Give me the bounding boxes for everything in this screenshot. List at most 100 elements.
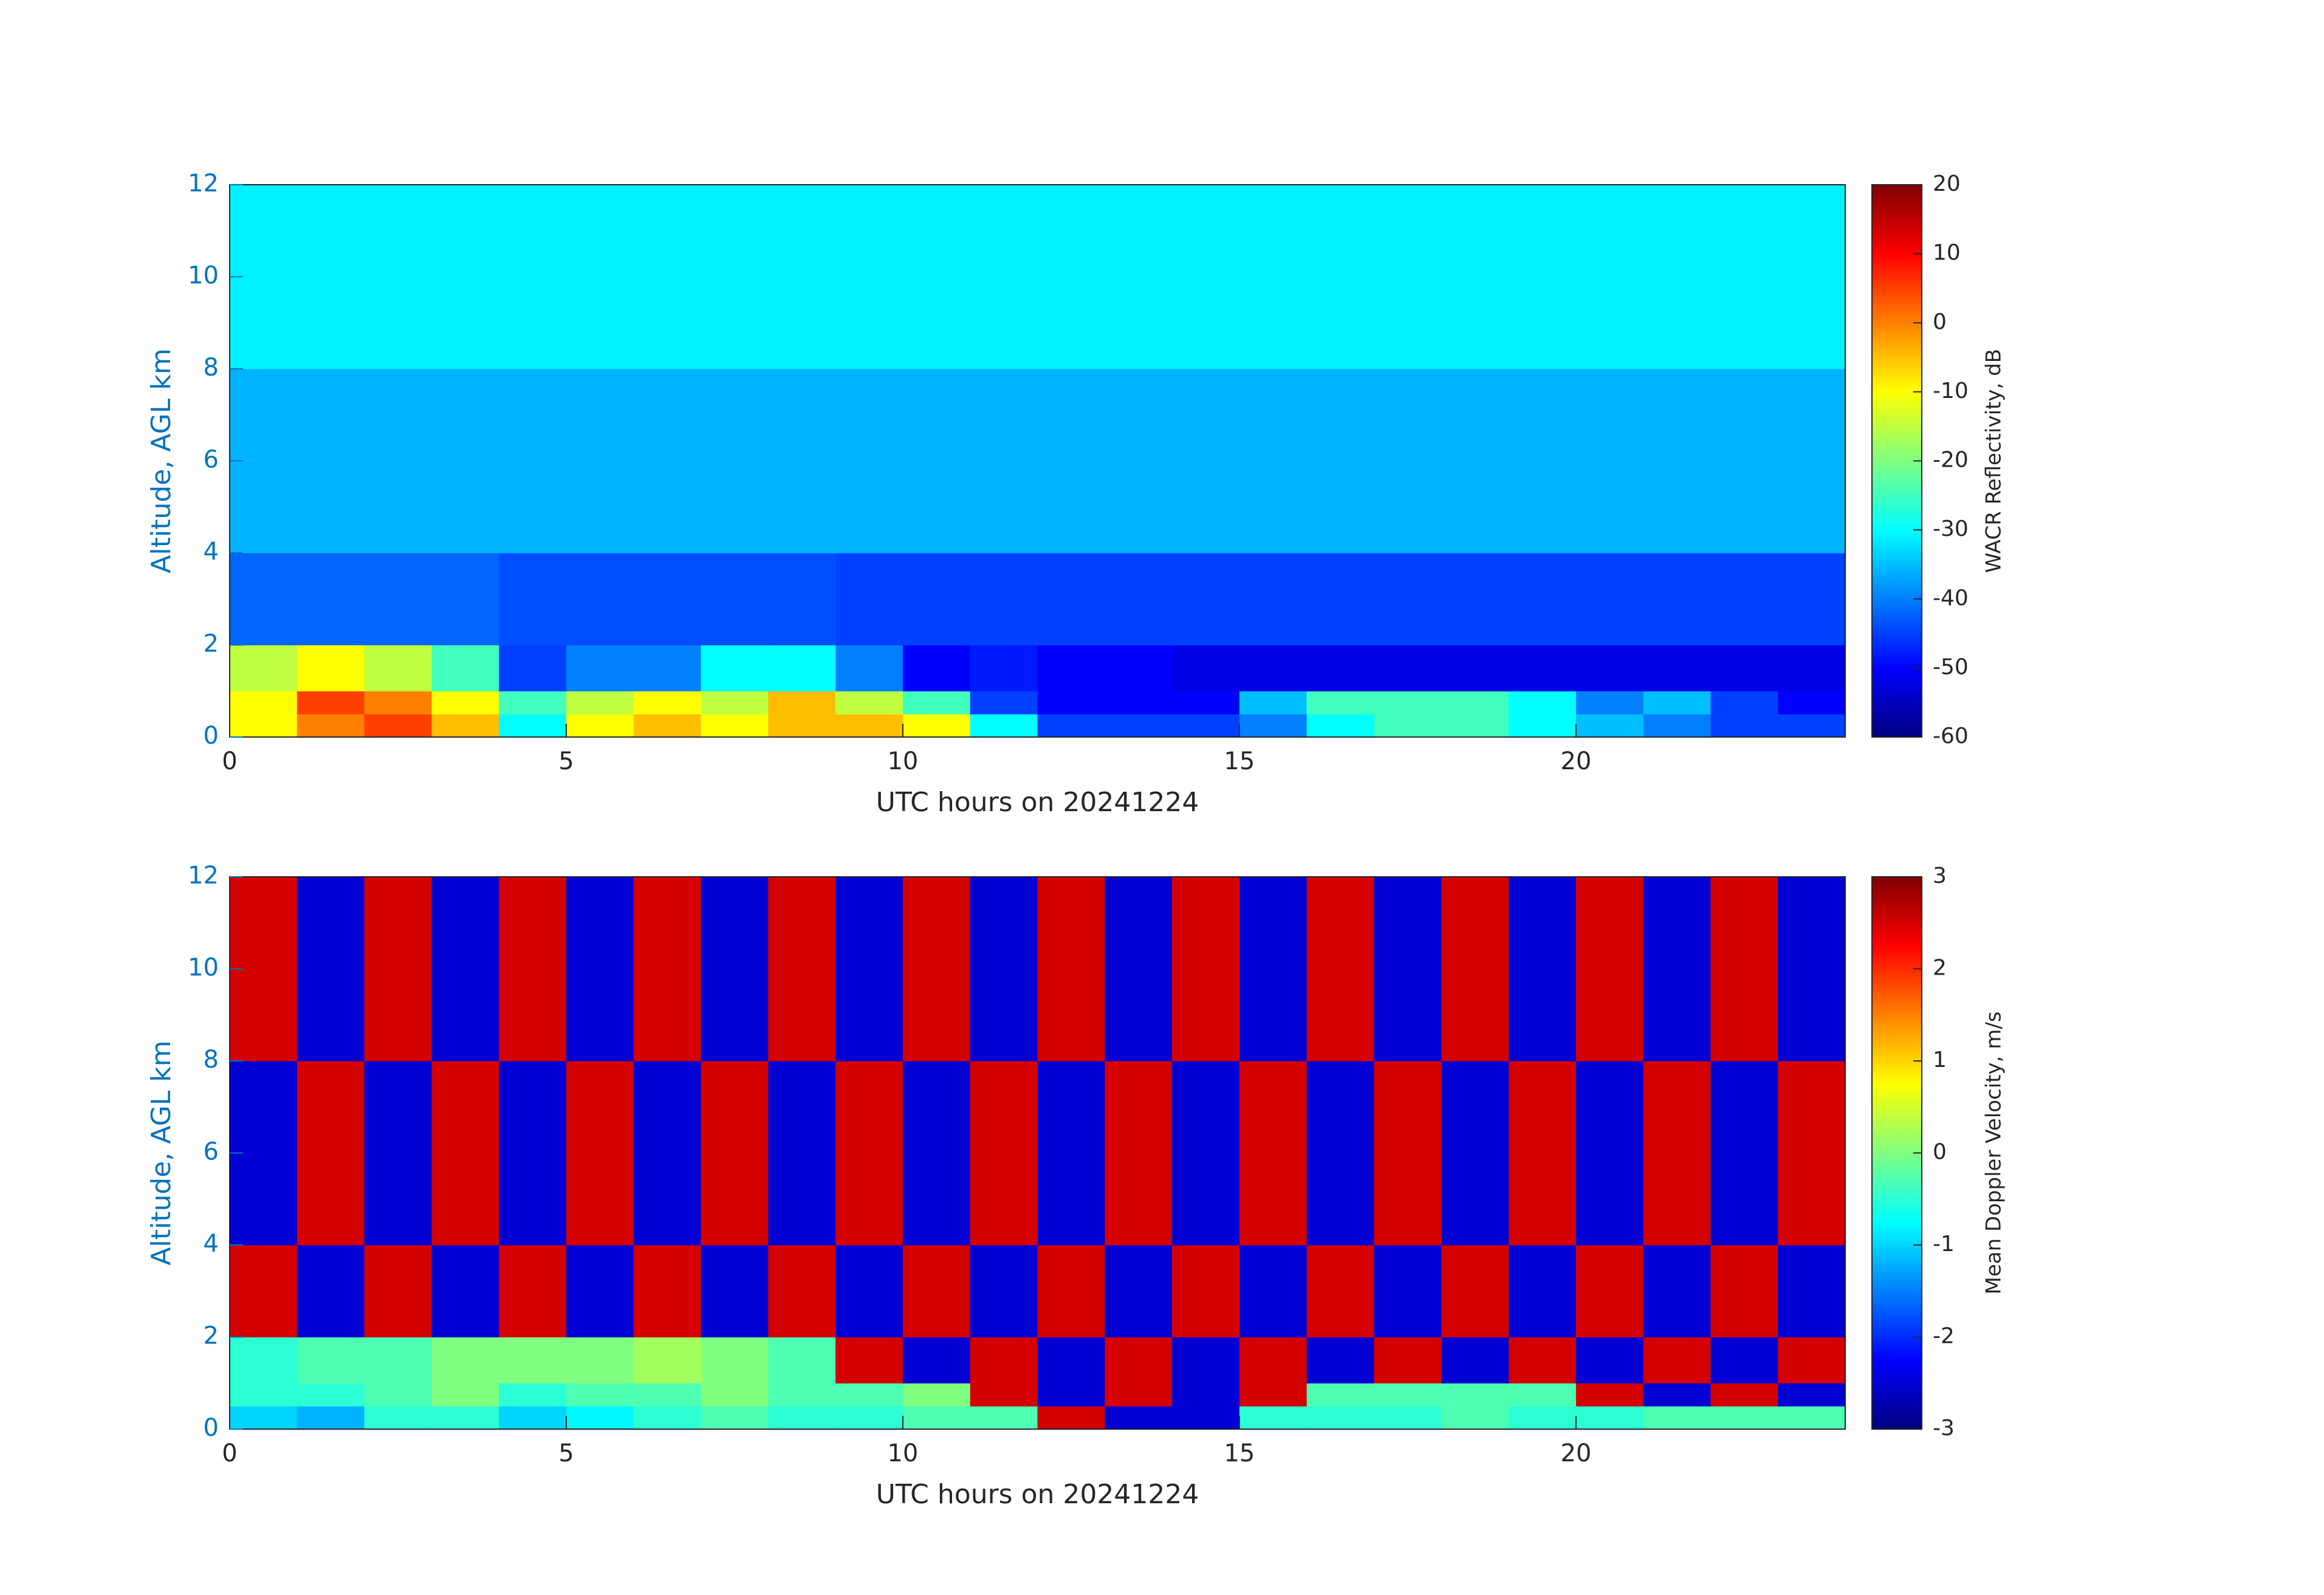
heatmap-cell bbox=[364, 369, 432, 554]
heatmap-cell bbox=[1643, 553, 1711, 645]
heatmap-cell bbox=[1172, 1337, 1240, 1384]
y-axis-label: Altitude, AGL km bbox=[146, 1040, 177, 1265]
heatmap-cell bbox=[1710, 369, 1778, 554]
heatmap-cell bbox=[902, 877, 971, 1062]
heatmap-cell bbox=[768, 369, 836, 554]
colorbar-tick-label: 10 bbox=[1933, 241, 1961, 266]
heatmap-cell bbox=[1509, 553, 1577, 645]
colorbar-tick-label: -40 bbox=[1933, 586, 1969, 611]
heatmap-cell bbox=[1509, 369, 1577, 554]
heatmap-cell bbox=[835, 691, 903, 715]
colorbar-tick-label: 1 bbox=[1933, 1048, 1947, 1072]
heatmap-cell bbox=[364, 691, 432, 715]
y-tick-label: 8 bbox=[204, 354, 219, 382]
heatmap-cell bbox=[1643, 691, 1711, 715]
heatmap-cell bbox=[1575, 877, 1644, 1062]
heatmap-cell bbox=[499, 691, 567, 715]
x-tick-label: 10 bbox=[887, 1439, 918, 1467]
heatmap-cell bbox=[1643, 1383, 1711, 1407]
heatmap-cell bbox=[1778, 1383, 1846, 1407]
heatmap-cell bbox=[230, 553, 298, 645]
heatmap-cell bbox=[431, 691, 499, 715]
heatmap-cell bbox=[364, 714, 432, 738]
heatmap-cell bbox=[1509, 185, 1577, 369]
heatmap-cell bbox=[835, 645, 903, 691]
heatmap-cell bbox=[1172, 185, 1240, 369]
heatmap-cell bbox=[1374, 553, 1442, 645]
heatmap-cell bbox=[1105, 691, 1173, 715]
heatmap-cell bbox=[1239, 185, 1308, 369]
heatmap-cell bbox=[1441, 1337, 1509, 1384]
heatmap-cell bbox=[1306, 369, 1374, 554]
heatmap-cell bbox=[1239, 1337, 1308, 1384]
heatmap-cell bbox=[1105, 185, 1173, 369]
heatmap-cell bbox=[1778, 553, 1846, 645]
heatmap-cell bbox=[633, 553, 702, 645]
heatmap-cell bbox=[1575, 185, 1644, 369]
heatmap-cell bbox=[1509, 645, 1577, 691]
heatmap-cell bbox=[1441, 1061, 1509, 1246]
heatmap-cell bbox=[835, 1406, 903, 1430]
heatmap-cell bbox=[1778, 1061, 1846, 1246]
heatmap-cell bbox=[970, 1406, 1038, 1430]
heatmap-cell bbox=[902, 714, 971, 738]
x-tick-label: 0 bbox=[222, 1439, 237, 1467]
heatmap-cell bbox=[296, 1383, 365, 1407]
heatmap-cell bbox=[1374, 369, 1442, 554]
colorbar-tick-label: 0 bbox=[1933, 309, 1947, 334]
x-tick-label: 15 bbox=[1224, 747, 1255, 775]
heatmap-cell bbox=[902, 1406, 971, 1430]
heatmap-cell bbox=[768, 645, 836, 691]
heatmap-cell bbox=[633, 185, 702, 369]
x-tick-label: 15 bbox=[1224, 1439, 1255, 1467]
y-tick-label: 0 bbox=[204, 1414, 219, 1442]
colorbar-tick-label: 2 bbox=[1933, 956, 1947, 981]
heatmap-cell bbox=[835, 1061, 903, 1246]
heatmap-cell bbox=[1643, 1245, 1711, 1337]
heatmap-cell bbox=[970, 877, 1038, 1062]
heatmap-cell bbox=[1172, 1061, 1240, 1246]
heatmap-cell bbox=[768, 1383, 836, 1407]
heatmap-cell bbox=[701, 691, 769, 715]
heatmap-cell bbox=[1509, 714, 1577, 738]
heatmap-cell bbox=[1037, 877, 1105, 1062]
heatmap-cell bbox=[633, 1245, 702, 1337]
heatmap-cell bbox=[499, 369, 567, 554]
heatmap-cell bbox=[1306, 1337, 1374, 1384]
heatmap-cell bbox=[296, 185, 365, 369]
heatmap-cell bbox=[1306, 691, 1374, 715]
heatmap-cell bbox=[1105, 877, 1173, 1062]
heatmap-cell bbox=[633, 369, 702, 554]
x-tick-label: 20 bbox=[1560, 747, 1591, 775]
heatmap-cell bbox=[633, 1337, 702, 1384]
heatmap-cell bbox=[902, 1245, 971, 1337]
heatmap-cell bbox=[230, 1245, 298, 1337]
heatmap-cell bbox=[1374, 1061, 1442, 1246]
heatmap-cell bbox=[566, 877, 634, 1062]
x-tick-label: 20 bbox=[1560, 1439, 1591, 1467]
heatmap-cell bbox=[1441, 185, 1509, 369]
colorbar-tick-label: -1 bbox=[1933, 1232, 1955, 1257]
y-tick-label: 2 bbox=[204, 630, 219, 658]
y-tick-label: 12 bbox=[188, 170, 219, 197]
heatmap-cell bbox=[499, 645, 567, 691]
colorbar-tick-label: -3 bbox=[1933, 1416, 1955, 1441]
heatmap-cell bbox=[499, 1383, 567, 1407]
heatmap-cell bbox=[1710, 691, 1778, 715]
heatmap-cell bbox=[1710, 1061, 1778, 1246]
heatmap-cell bbox=[499, 1406, 567, 1430]
heatmap-cell bbox=[1306, 553, 1374, 645]
heatmap-cell bbox=[1575, 369, 1644, 554]
heatmap-cell bbox=[1374, 645, 1442, 691]
heatmap-cell bbox=[768, 1406, 836, 1430]
heatmap-cell bbox=[230, 645, 298, 691]
heatmap-cell bbox=[1037, 553, 1105, 645]
y-tick-label: 10 bbox=[188, 954, 219, 982]
heatmap-cell bbox=[1105, 369, 1173, 554]
heatmap-cell bbox=[835, 369, 903, 554]
y-tick-label: 4 bbox=[204, 1230, 219, 1258]
heatmap-cell bbox=[633, 877, 702, 1062]
heatmap-cell bbox=[970, 1383, 1038, 1407]
heatmap-cell bbox=[1441, 714, 1509, 738]
heatmap-cell bbox=[1239, 714, 1308, 738]
